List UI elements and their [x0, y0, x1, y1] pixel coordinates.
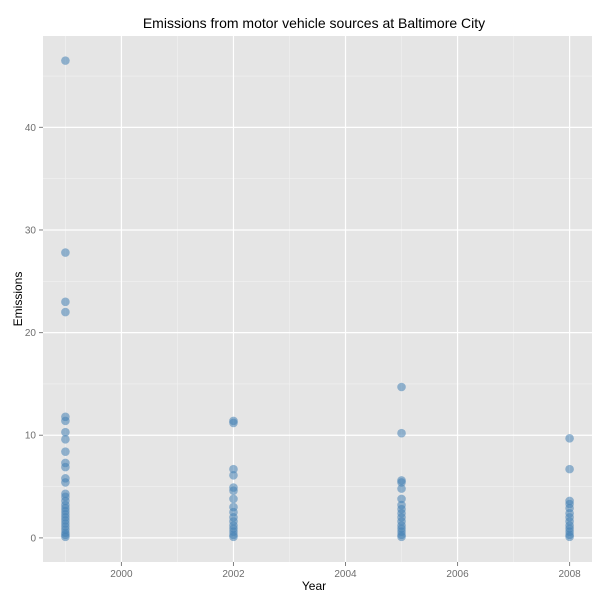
data-point	[61, 56, 70, 65]
data-point	[397, 478, 406, 487]
x-tick-label: 2008	[558, 569, 581, 580]
data-point	[61, 248, 70, 257]
x-axis-title: Year	[302, 579, 326, 593]
data-point	[397, 494, 406, 504]
data-point	[61, 427, 70, 437]
data-point	[397, 532, 406, 542]
data-point	[397, 484, 406, 493]
chart-title: Emissions from motor vehicle sources at …	[143, 15, 485, 31]
data-point	[397, 428, 406, 438]
x-tick-label: 2006	[446, 569, 469, 580]
data-point	[61, 435, 70, 444]
x-tick-label: 2002	[222, 569, 245, 580]
points-layer	[61, 56, 574, 542]
y-tick-label: 10	[25, 431, 37, 442]
plot-panel	[43, 36, 592, 562]
data-point	[61, 307, 70, 317]
x-tick-label: 2000	[110, 569, 133, 580]
y-tick-label: 20	[25, 328, 37, 339]
y-tick-label: 40	[25, 123, 37, 134]
data-point	[397, 382, 406, 392]
y-tick-label: 30	[25, 225, 37, 236]
data-point	[229, 532, 238, 542]
data-point	[229, 418, 238, 428]
data-point	[565, 464, 574, 474]
data-point	[229, 464, 238, 474]
grid-layer	[43, 36, 592, 562]
data-point	[229, 470, 238, 480]
axis-layer: 2000 2002 2004 2006 2008 0 10 20 30 40	[25, 123, 581, 580]
data-point	[229, 486, 238, 495]
data-point	[61, 297, 70, 307]
y-tick-label: 0	[30, 533, 36, 544]
data-point	[61, 532, 70, 542]
data-point	[565, 434, 574, 443]
data-point	[565, 532, 574, 542]
y-axis-title: Emissions	[11, 272, 25, 327]
data-point	[229, 494, 238, 504]
data-point	[61, 416, 70, 426]
data-point	[61, 447, 70, 456]
data-point	[61, 462, 70, 472]
data-point	[61, 478, 70, 487]
x-tick-label: 2004	[334, 569, 357, 580]
